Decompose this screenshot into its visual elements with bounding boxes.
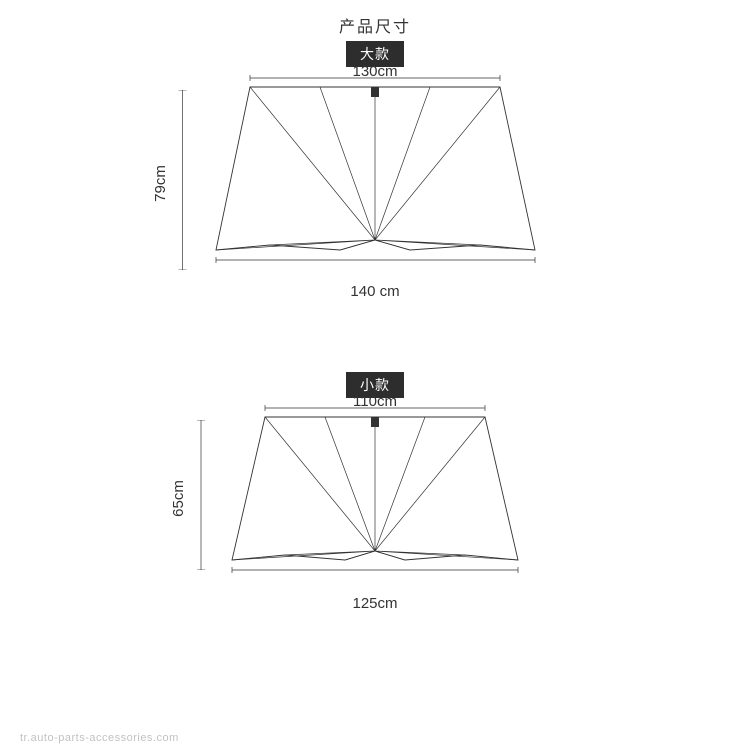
watermark: tr.auto-parts-accessories.com <box>20 732 179 744</box>
umbrella-small <box>220 405 530 580</box>
dim-bar-left-small <box>190 420 212 570</box>
dim-large-height: 79cm <box>152 165 169 202</box>
dim-bar-bottom <box>232 567 518 573</box>
umbrella-large <box>200 75 550 270</box>
umbrella-outline <box>216 87 535 250</box>
dim-small-height: 65cm <box>170 480 187 517</box>
page-title: 产品尺寸 <box>339 13 411 37</box>
dim-small-bottom: 125cm <box>352 595 397 612</box>
dim-large-bottom: 140 cm <box>350 283 399 300</box>
dim-bar-top <box>265 405 485 411</box>
dim-bar-left-large <box>170 90 195 270</box>
dim-bar-bottom <box>216 257 535 263</box>
dim-bar-top <box>250 75 500 81</box>
handle-notch <box>371 87 379 97</box>
handle-notch <box>371 417 379 427</box>
